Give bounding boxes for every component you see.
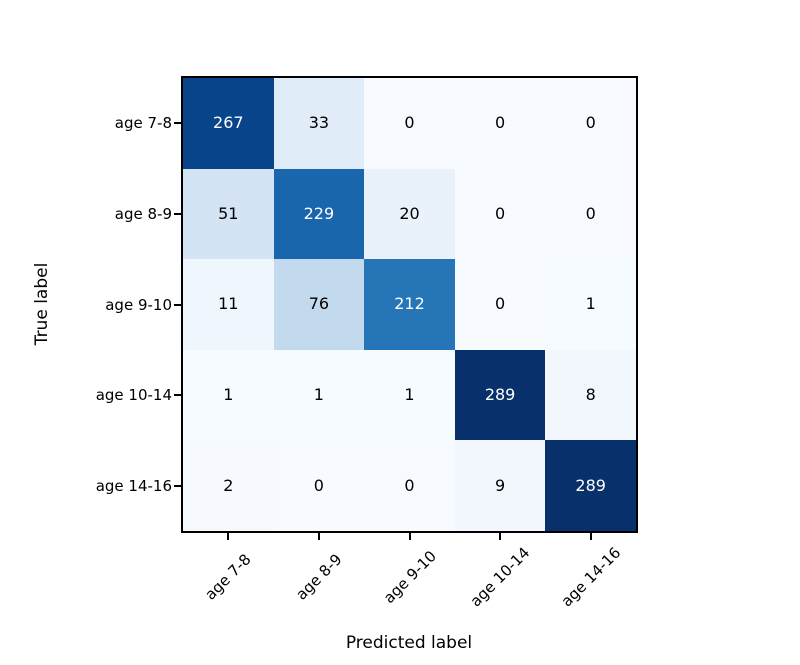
heatmap-cell-r4c0: 2 — [183, 440, 274, 531]
heatmap-cell-r2c1: 76 — [273, 259, 365, 350]
heatmap-cell-r3c2: 1 — [364, 349, 455, 441]
heatmap-cell-r1c2: 20 — [364, 168, 455, 260]
x-tick-label: age 8-9 — [292, 550, 346, 604]
heatmap-cell-r1c1: 229 — [273, 168, 365, 260]
x-tick-label: age 14-16 — [557, 543, 625, 611]
heatmap-cell-r0c4: 0 — [545, 78, 636, 169]
x-tick-mark — [499, 533, 502, 540]
heatmap-cell-r3c3: 289 — [454, 349, 546, 441]
x-tick-label: age 7-8 — [201, 550, 255, 604]
heatmap-cell-r1c3: 0 — [454, 168, 546, 260]
y-tick-mark — [174, 394, 181, 397]
heatmap-cell-r0c2: 0 — [364, 78, 455, 169]
heatmap-cell-r4c4: 289 — [545, 440, 636, 531]
x-axis-label: Predicted label — [345, 633, 473, 653]
x-tick-mark — [227, 533, 230, 540]
heatmap-cell-r4c1: 0 — [273, 440, 365, 531]
heatmap-cell-r1c0: 51 — [183, 168, 274, 260]
x-tick-mark — [589, 533, 592, 540]
x-tick-mark — [408, 533, 411, 540]
heatmap-cell-r2c2: 212 — [364, 259, 455, 350]
x-tick-mark — [317, 533, 320, 540]
x-tick-label: age 10-14 — [466, 543, 534, 611]
heatmap-cell-r2c0: 11 — [183, 259, 274, 350]
y-tick-label: age 7-8 — [114, 114, 172, 133]
heatmap-cell-r0c0: 267 — [183, 78, 274, 169]
heatmap-cell-r2c4: 1 — [545, 259, 636, 350]
heatmap-cell-r3c4: 8 — [545, 349, 636, 441]
x-tick-label: age 9-10 — [379, 547, 440, 607]
heatmap-cell-r1c4: 0 — [545, 168, 636, 260]
heatmap-cell-r0c3: 0 — [454, 78, 546, 169]
heatmap-grid: 267 33 0 0 0 51 229 20 0 0 11 76 212 0 1 1 1 1 289 8 2 0 0 9 289 — [183, 78, 636, 531]
y-tick-mark — [174, 212, 181, 215]
heatmap-cell-r3c0: 1 — [183, 349, 274, 441]
heatmap-plot-area: 267 33 0 0 0 51 229 20 0 0 11 76 212 0 1 1 1 1 289 8 2 0 0 9 289 — [181, 76, 638, 533]
y-tick-label: age 9-10 — [105, 295, 172, 314]
y-tick-label: age 14-16 — [95, 476, 172, 495]
y-tick-label: age 10-14 — [95, 386, 172, 405]
heatmap-cell-r4c2: 0 — [364, 440, 455, 531]
y-tick-label: age 8-9 — [114, 204, 172, 223]
y-axis-label: True label — [32, 262, 52, 346]
y-tick-mark — [174, 484, 181, 487]
heatmap-cell-r4c3: 9 — [454, 440, 546, 531]
heatmap-cell-r0c1: 33 — [273, 78, 365, 169]
heatmap-cell-r3c1: 1 — [273, 349, 365, 441]
y-tick-mark — [174, 122, 181, 125]
heatmap-cell-r2c3: 0 — [454, 259, 546, 350]
y-tick-mark — [174, 303, 181, 306]
